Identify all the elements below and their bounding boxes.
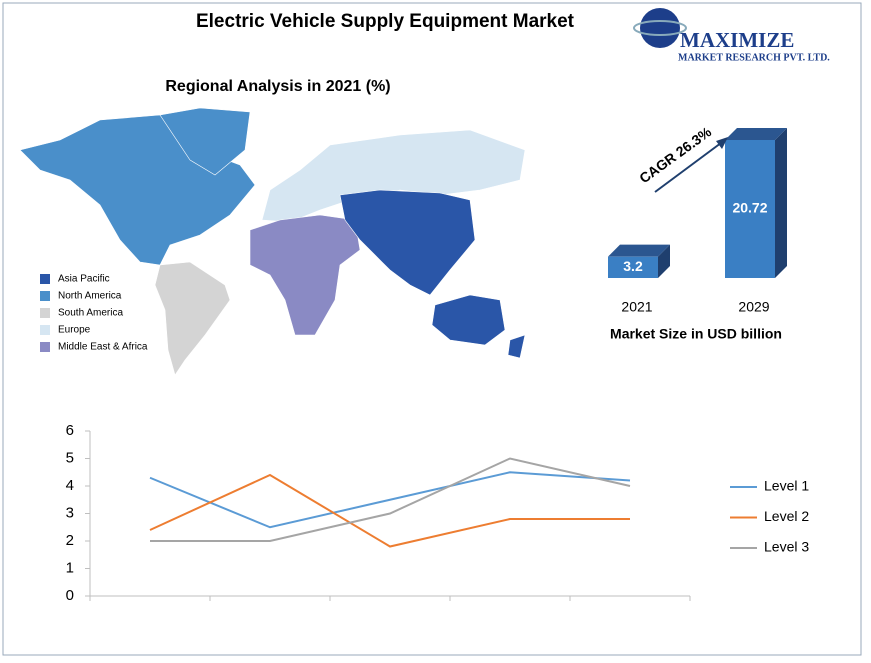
legend-label: South America (58, 308, 123, 319)
x-tick-label: 2029 (738, 299, 769, 315)
logo-name: MAXIMIZE (680, 28, 794, 52)
x-tick-label: 2021 (621, 299, 652, 315)
map-region (159, 107, 251, 176)
bar (608, 256, 658, 278)
bar-top (608, 244, 670, 257)
map-region (431, 294, 506, 346)
legend-label: Level 3 (764, 539, 809, 555)
cagr-arrow (654, 139, 726, 193)
map-region (261, 129, 526, 223)
map-region (154, 261, 231, 376)
legend-label: Middle East & Africa (58, 342, 148, 353)
y-tick-label: 1 (66, 559, 74, 576)
bar-side (658, 244, 670, 278)
legend-label: Level 2 (764, 508, 809, 524)
bar-value-label: 3.2 (623, 258, 643, 274)
y-tick-label: 5 (66, 449, 74, 466)
legend-swatch (40, 325, 50, 335)
bar-side (775, 128, 787, 278)
bar-value-label: 20.72 (732, 200, 767, 216)
y-tick-label: 4 (66, 477, 74, 494)
map-title: Regional Analysis in 2021 (%) (165, 78, 390, 95)
legend-label: Level 1 (764, 478, 809, 494)
logo-globe (640, 8, 680, 48)
legend-label: Asia Pacific (58, 274, 110, 285)
map-region (339, 189, 476, 296)
legend-label: Europe (58, 325, 91, 336)
line-series (149, 473, 630, 548)
x-axis-label: Market Size in USD billion (610, 326, 782, 342)
legend-swatch (40, 291, 50, 301)
map-region (249, 214, 361, 336)
y-tick-label: 2 (66, 532, 74, 549)
cagr-arrowhead (716, 137, 728, 149)
legend-swatch (40, 342, 50, 352)
legend-swatch (40, 274, 50, 284)
line-series (150, 457, 631, 542)
y-tick-label: 0 (66, 587, 74, 604)
logo-subtitle: MARKET RESEARCH PVT. LTD. (678, 52, 830, 63)
legend-label: North America (58, 291, 122, 302)
legend-swatch (40, 308, 50, 318)
frame (2, 2, 862, 656)
y-tick-label: 3 (66, 504, 74, 521)
y-tick-label: 6 (66, 422, 74, 439)
logo-ring (633, 20, 687, 36)
bar-top (725, 128, 787, 140)
page-title: Electric Vehicle Supply Equipment Market (196, 11, 575, 32)
map-region (507, 334, 526, 359)
line-series (149, 471, 631, 529)
bar (725, 140, 775, 278)
